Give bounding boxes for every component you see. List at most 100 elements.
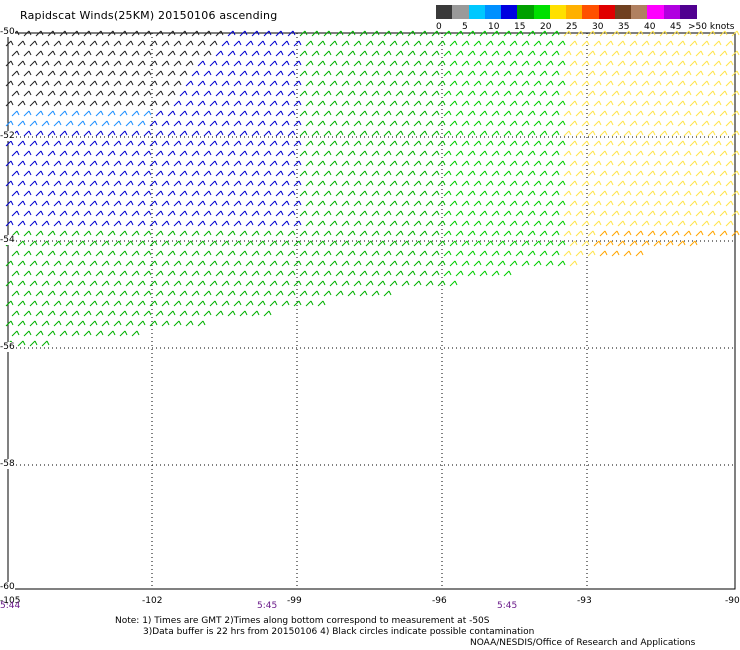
wind-barb [17, 40, 26, 47]
wind-barb [179, 70, 188, 77]
wind-barb [29, 220, 38, 227]
wind-barb [77, 120, 86, 127]
wind-barb [35, 170, 44, 177]
wind-barb [305, 140, 314, 147]
wind-barb [29, 260, 38, 267]
legend-unit: >50 knots [688, 22, 735, 32]
wind-barb [197, 240, 206, 247]
wind-barb [83, 170, 92, 177]
wind-barb [107, 110, 116, 117]
wind-barb [395, 110, 404, 117]
wind-barb [641, 160, 650, 167]
wind-barb [359, 110, 368, 117]
wind-barb [125, 140, 134, 147]
graticule [8, 33, 735, 589]
wind-barb [509, 220, 518, 227]
wind-barb [41, 280, 50, 287]
wind-barb [635, 130, 644, 137]
wind-barb [131, 290, 140, 297]
wind-barb [641, 240, 650, 247]
wind-barb [113, 320, 122, 327]
wind-barb [173, 220, 182, 227]
wind-barb [59, 310, 68, 317]
wind-barb [59, 150, 68, 157]
wind-barb [305, 300, 314, 307]
wind-barb [347, 230, 356, 237]
legend-swatch [501, 5, 518, 19]
wind-barb [719, 190, 728, 197]
wind-barb [695, 50, 704, 57]
wind-barb [641, 40, 650, 47]
wind-barb [599, 50, 608, 57]
wind-barb [119, 270, 128, 277]
wind-barb [209, 240, 218, 247]
wind-barb [143, 70, 152, 77]
wind-barb [299, 30, 308, 37]
wind-barb [179, 270, 188, 277]
wind-barb [275, 130, 284, 137]
wind-barb [701, 80, 710, 87]
wind-barb [419, 90, 428, 97]
wind-barb [407, 170, 416, 177]
wind-barb [467, 250, 476, 257]
wind-barb [443, 230, 452, 237]
wind-barb [161, 60, 170, 67]
wind-barb [587, 170, 596, 177]
wind-barb [365, 220, 374, 227]
wind-barb [581, 40, 590, 47]
wind-barb [251, 70, 260, 77]
wind-barb [83, 50, 92, 57]
wind-barb [161, 320, 170, 327]
wind-barb [47, 230, 56, 237]
wind-barb [401, 40, 410, 47]
wind-barb [503, 90, 512, 97]
wind-barb [623, 150, 632, 157]
wind-barb [683, 110, 692, 117]
wind-barb [389, 240, 398, 247]
wind-barb [461, 40, 470, 47]
wind-barb [131, 130, 140, 137]
legend-swatch [436, 5, 453, 19]
wind-barb [365, 40, 374, 47]
wind-barb [293, 160, 302, 167]
wind-barb [353, 280, 362, 287]
wind-barb [269, 280, 278, 287]
wind-barb [695, 90, 704, 97]
wind-barb [725, 60, 734, 67]
wind-barb [11, 290, 20, 297]
wind-barb [575, 230, 584, 237]
wind-barb [491, 30, 500, 37]
wind-barb [167, 210, 176, 217]
wind-barb [215, 270, 224, 277]
wind-barb [689, 80, 698, 87]
wind-barb [203, 250, 212, 257]
wind-barb [29, 140, 38, 147]
wind-barb [395, 170, 404, 177]
wind-barb [515, 70, 524, 77]
wind-barb [419, 130, 428, 137]
wind-barb [725, 40, 734, 47]
wind-barb [329, 60, 338, 67]
wind-barb [383, 110, 392, 117]
wind-barb [119, 250, 128, 257]
wind-barb [671, 50, 680, 57]
wind-barb [551, 90, 560, 97]
wind-barb [281, 200, 290, 207]
wind-barb [593, 180, 602, 187]
wind-barb [287, 30, 296, 37]
wind-barb [59, 90, 68, 97]
wind-barb [65, 40, 74, 47]
wind-barb [551, 250, 560, 257]
wind-barb [53, 220, 62, 227]
wind-barb [83, 250, 92, 257]
wind-barb [17, 340, 26, 347]
wind-barb [575, 90, 584, 97]
wind-barb [107, 270, 116, 277]
wind-barb [245, 180, 254, 187]
wind-barb [671, 190, 680, 197]
wind-barb [305, 40, 314, 47]
wind-barb [185, 300, 194, 307]
wind-barb [533, 160, 542, 167]
wind-barb [191, 70, 200, 77]
wind-barb [575, 50, 584, 57]
